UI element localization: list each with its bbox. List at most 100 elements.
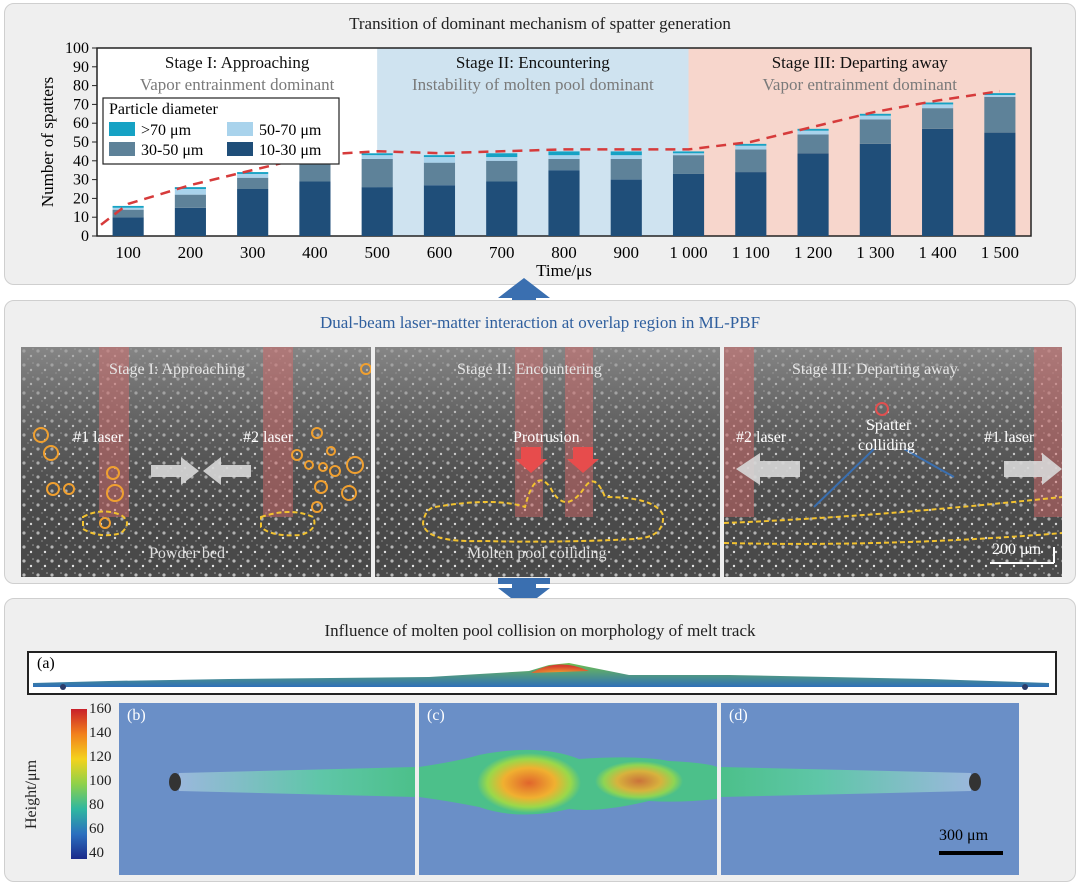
height-profile xyxy=(33,663,1049,690)
y-tick-label: 50 xyxy=(73,134,89,151)
bar-segment xyxy=(174,194,206,208)
bar-segment xyxy=(672,173,705,236)
x-tick-label: 500 xyxy=(364,243,390,262)
bar-segment xyxy=(984,132,1016,236)
bar-segment xyxy=(984,95,1016,97)
label-c: (c) xyxy=(427,707,445,724)
stage-3-title: Stage III: Departing away xyxy=(792,361,958,378)
x-tick-label: 100 xyxy=(115,243,141,262)
bar-segment xyxy=(672,153,705,156)
melt-track-c-drawing xyxy=(419,749,717,815)
melt-track-b-drawing xyxy=(169,767,415,797)
y-tick-label: 10 xyxy=(73,209,89,226)
stage-3-drawing xyxy=(724,347,1062,577)
bar-segment xyxy=(797,130,829,135)
bar-segment xyxy=(548,158,580,171)
melt-track-panel: Influence of molten pool collision on mo… xyxy=(4,598,1076,882)
laser-panel-title: Dual-beam laser-matter interaction at ov… xyxy=(319,313,761,332)
laser-1-label: #1 laser xyxy=(73,429,124,446)
melt-track-image-b: (b) xyxy=(119,703,415,875)
bar-segment xyxy=(859,115,891,120)
stage-subtitle: Vapor entrainment dominant xyxy=(140,75,335,94)
y-tick-label: 100 xyxy=(65,40,89,57)
bar-segment xyxy=(361,158,393,188)
bar-segment xyxy=(984,93,1016,95)
bar-segment xyxy=(299,181,331,236)
bar-segment xyxy=(486,160,518,182)
bar-segment xyxy=(610,179,642,236)
bar-segment xyxy=(672,151,705,154)
tick-60: 60 xyxy=(89,821,104,837)
bar-segment xyxy=(548,151,580,156)
stage-2-drawing xyxy=(375,347,720,577)
legend-swatch xyxy=(109,122,135,136)
laser-interaction-panel: Dual-beam laser-matter interaction at ov… xyxy=(4,300,1076,584)
bar-segment xyxy=(423,185,456,236)
bar-segment xyxy=(859,113,891,116)
x-tick-label: 900 xyxy=(614,243,640,262)
powder-bed-label: Powder bed xyxy=(149,545,225,562)
scale-bar-200: 200 μm xyxy=(992,541,1042,558)
x-axis-label: Time/μs xyxy=(536,261,592,280)
height-colorbar-title: Height/μm xyxy=(23,759,40,829)
trend-line xyxy=(100,89,1001,226)
stage-subtitle: Instability of molten pool dominant xyxy=(412,75,654,94)
stage-2-image: Stage II: Encountering Protrusion Molten… xyxy=(375,347,720,577)
y-axis-label: Number of spatters xyxy=(38,77,57,207)
bar-segment xyxy=(112,205,144,208)
legend-label: >70 μm xyxy=(141,122,192,139)
chart-panel-title: Transition of dominant mechanism of spat… xyxy=(349,14,731,33)
y-tick-label: 80 xyxy=(73,78,89,95)
y-tick-label: 20 xyxy=(73,190,89,207)
tick-80: 80 xyxy=(89,797,104,813)
x-tick-label: 1 200 xyxy=(794,243,832,262)
bar-segment xyxy=(610,151,642,156)
label-b: (b) xyxy=(127,707,146,724)
bar-segment xyxy=(797,134,829,154)
tick-140: 140 xyxy=(89,725,112,741)
melt-track-image-c: (c) xyxy=(419,703,717,875)
legend-label: 10-30 μm xyxy=(259,142,322,159)
y-tick-label: 40 xyxy=(73,153,89,170)
laser-1-label-stage3: #1 laser xyxy=(984,429,1035,446)
x-tick-label: 1 300 xyxy=(856,243,894,262)
label-d: (d) xyxy=(729,707,748,724)
stage-3-image: Stage III: Departing away #2 laser #1 la… xyxy=(724,347,1062,577)
spatter-particles xyxy=(33,363,371,529)
melt-track-d-drawing xyxy=(721,767,1003,855)
bar-segment xyxy=(922,102,954,105)
legend-swatch xyxy=(109,142,135,156)
colorbar-ticks: 160 140 120 100 80 60 40 xyxy=(89,701,119,871)
bar-segment xyxy=(486,181,518,236)
laser-beam-1 xyxy=(99,347,129,517)
bar-segment xyxy=(610,158,642,180)
legend-box xyxy=(102,97,340,165)
bar-segment xyxy=(237,173,269,178)
molten-pool-colliding-label: Molten pool colliding xyxy=(467,545,607,562)
bar-segment xyxy=(361,155,393,159)
y-tick-label: 60 xyxy=(73,115,89,132)
laser-2-label: #2 laser xyxy=(243,429,294,446)
bar-segment xyxy=(922,128,954,236)
y-tick-label: 90 xyxy=(73,59,89,76)
bar-segment xyxy=(112,209,144,218)
bar-segment xyxy=(486,157,518,161)
x-tick-label: 800 xyxy=(551,243,577,262)
bar-segment xyxy=(735,149,767,173)
bar-segment xyxy=(112,207,144,210)
bar-segment xyxy=(672,155,705,174)
y-tick-label: 70 xyxy=(73,96,89,113)
x-tick-label: 200 xyxy=(178,243,204,262)
x-tick-label: 1 100 xyxy=(732,243,770,262)
label-a: (a) xyxy=(37,655,55,672)
stage-1-drawing xyxy=(21,347,371,577)
legend-swatch xyxy=(227,142,253,156)
y-tick-label: 0 xyxy=(81,228,89,245)
bar-segment xyxy=(174,187,206,189)
tick-40: 40 xyxy=(89,845,104,861)
colliding-label: colliding xyxy=(858,437,915,454)
bar-segment xyxy=(423,155,456,158)
legend-swatch xyxy=(227,122,253,136)
x-tick-label: 1 400 xyxy=(918,243,956,262)
stage-1-image: Stage I: Approaching #1 laser #2 laser P… xyxy=(21,347,371,577)
